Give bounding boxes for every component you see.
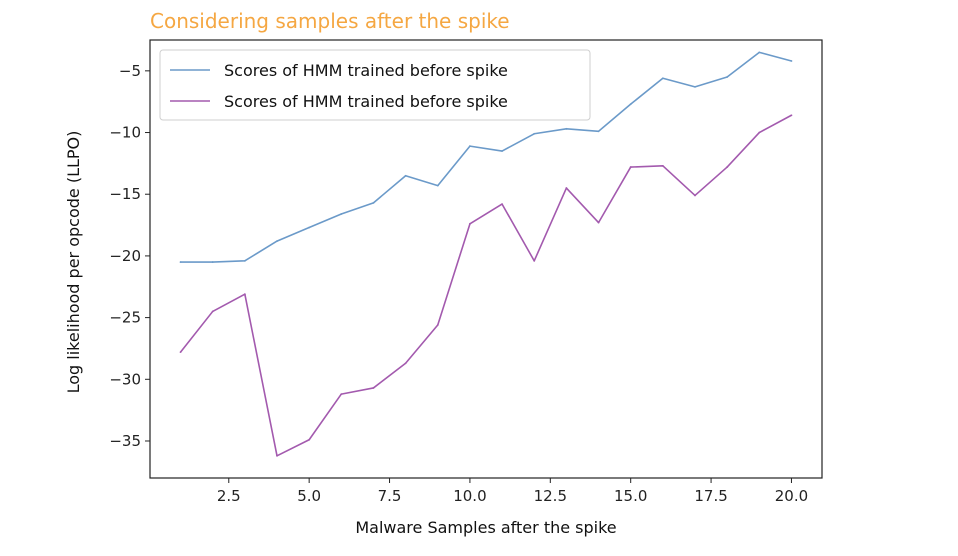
data-point	[469, 145, 471, 148]
data-point	[790, 60, 793, 62]
data-point	[726, 166, 729, 168]
chart-title: Considering samples after the spike	[150, 9, 510, 33]
data-point	[597, 130, 600, 133]
x-tick-label: 15.0	[614, 487, 647, 505]
data-point	[501, 203, 503, 205]
y-tick-label: −5	[119, 62, 141, 80]
series-lines	[179, 51, 793, 457]
x-tick-label: 5.0	[297, 487, 321, 505]
data-point	[629, 103, 632, 106]
x-tick-label: 17.5	[694, 487, 727, 505]
x-tick-label: 12.5	[534, 487, 567, 505]
data-point	[179, 351, 182, 354]
y-tick-label: −30	[109, 370, 141, 388]
data-point	[276, 454, 278, 457]
data-point	[758, 131, 761, 134]
x-tick-label: 20.0	[775, 487, 808, 505]
legend-box	[159, 49, 591, 121]
data-point	[533, 259, 536, 262]
plot-frame	[149, 39, 823, 479]
data-point	[565, 187, 568, 189]
data-point	[211, 261, 214, 263]
x-axis: 2.5 5.0 7.5 10.0 12.5 15.0 17.5 20.0	[217, 478, 808, 505]
data-point	[758, 51, 761, 54]
legend-label-2: Scores of HMM trained before spike	[224, 92, 508, 111]
legend: Scores of HMM trained before spike Scores…	[159, 49, 591, 121]
data-point	[308, 226, 311, 229]
data-point	[243, 293, 246, 296]
data-point	[661, 77, 664, 80]
data-point	[276, 240, 278, 243]
legend-label-1: Scores of HMM trained before spike	[224, 61, 508, 80]
data-point	[501, 150, 503, 152]
data-point	[629, 166, 632, 168]
data-point	[404, 174, 407, 177]
data-point	[469, 222, 471, 225]
data-point	[372, 387, 375, 389]
data-point	[179, 261, 182, 263]
y-tick-label: −25	[109, 309, 141, 327]
plot-area	[149, 39, 823, 479]
data-point	[243, 259, 246, 262]
data-point	[661, 164, 664, 167]
y-axis-label: Log likelihood per opcode (LLPO)	[64, 131, 83, 394]
data-point	[694, 85, 696, 88]
data-point	[694, 194, 696, 197]
y-axis: −35 −30 −25 −20 −15 −10 −5	[109, 62, 150, 450]
data-point	[726, 76, 729, 78]
data-point	[340, 393, 343, 396]
y-tick-label: −20	[109, 247, 141, 265]
data-point	[436, 324, 439, 326]
data-point	[597, 221, 600, 224]
y-tick-label: −10	[109, 124, 141, 142]
series-line-1	[180, 51, 792, 263]
data-point	[404, 362, 407, 365]
y-tick-label: −35	[109, 432, 141, 450]
data-point	[308, 438, 311, 441]
y-tick-label: −15	[109, 185, 141, 203]
data-point	[340, 213, 343, 215]
data-point	[436, 184, 439, 187]
x-tick-label: 7.5	[378, 487, 402, 505]
data-point	[790, 114, 793, 117]
data-point	[565, 127, 568, 130]
data-point	[372, 201, 375, 204]
data-point	[211, 310, 214, 313]
x-tick-label: 2.5	[217, 487, 241, 505]
x-axis-label: Malware Samples after the spike	[355, 518, 616, 537]
data-point	[533, 132, 536, 135]
series-line-2	[179, 114, 792, 457]
x-tick-label: 10.0	[453, 487, 486, 505]
